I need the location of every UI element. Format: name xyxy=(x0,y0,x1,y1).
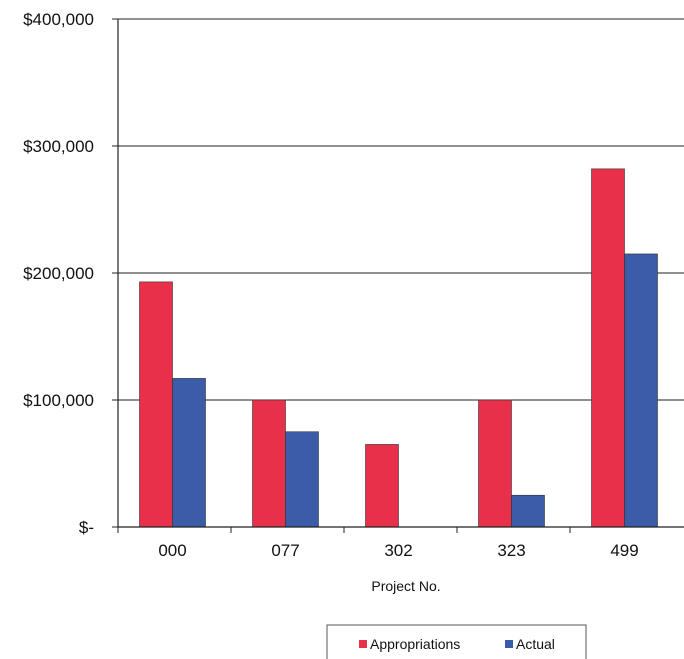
x-tick-label: 000 xyxy=(158,541,186,560)
y-tick-labels: $- $100,000 $200,000 $300,000 $400,000 xyxy=(23,10,94,537)
bars xyxy=(139,168,658,528)
bar-appropriations-302 xyxy=(365,444,399,528)
gridlines xyxy=(112,18,684,528)
bar-actual-499 xyxy=(624,253,658,528)
x-tick-labels: 000 077 302 323 499 xyxy=(158,541,638,560)
legend-label-appropriations: Appropriations xyxy=(370,636,460,652)
x-tick-label: 302 xyxy=(384,541,412,560)
y-tick-label: $200,000 xyxy=(23,264,94,283)
bar-appropriations-077 xyxy=(252,399,286,528)
x-tick-label: 499 xyxy=(610,541,638,560)
y-tick-label: $400,000 xyxy=(23,10,94,29)
legend: Appropriations Actual xyxy=(326,624,587,659)
legend-swatch-appropriations xyxy=(359,640,367,648)
bar-actual-323 xyxy=(511,494,545,528)
bar-actual-000 xyxy=(172,378,206,528)
x-tick-label: 077 xyxy=(271,541,299,560)
y-tick-label: $300,000 xyxy=(23,137,94,156)
bar-actual-077 xyxy=(285,431,319,528)
legend-swatch-actual xyxy=(505,640,513,648)
x-tick-label: 323 xyxy=(497,541,525,560)
x-axis-title: Project No. xyxy=(371,578,440,594)
legend-label-actual: Actual xyxy=(516,636,555,652)
y-tick-label: $100,000 xyxy=(23,391,94,410)
bar-appropriations-000 xyxy=(139,281,173,528)
bar-appropriations-499 xyxy=(591,168,625,528)
bar-appropriations-323 xyxy=(478,399,512,528)
y-tick-label: $- xyxy=(79,518,94,537)
axes xyxy=(117,19,684,533)
legend-box xyxy=(326,624,587,659)
